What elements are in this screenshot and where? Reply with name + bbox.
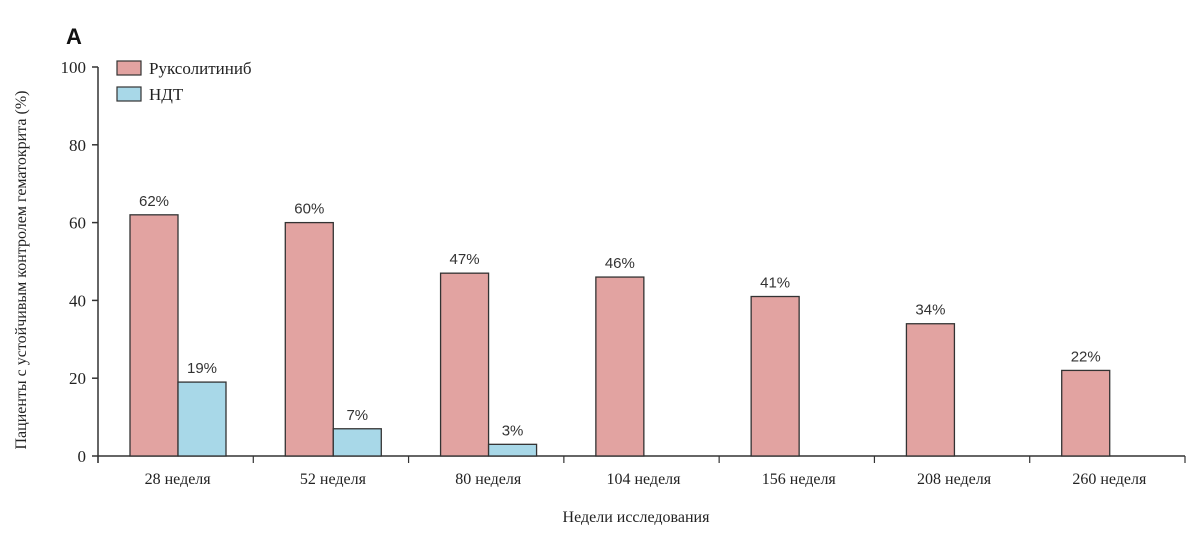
- ruxolitinib-bar: [595, 276, 645, 457]
- legend-label: Руксолитиниб: [149, 59, 252, 78]
- data-labels: 62% 60% 47% 46% 41% 34% 22% 19% 7% 3%: [139, 193, 1101, 440]
- legend-swatch: [116, 60, 142, 76]
- ruxolitinib-bar: [284, 221, 334, 457]
- y-axis: 0 20 40 60 80 100: [61, 58, 99, 466]
- y-axis-title: Пациенты с устойчивым контролем гематокр…: [13, 90, 30, 449]
- data-label: 62%: [139, 193, 169, 210]
- x-category-label: 80 неделя: [455, 471, 522, 488]
- data-label: 47%: [450, 251, 480, 268]
- ruxolitinib-bar: [129, 214, 179, 457]
- y-tick-label: 80: [69, 136, 86, 155]
- x-category-label: 28 неделя: [145, 471, 212, 488]
- panel-label: A: [66, 24, 82, 49]
- x-category-label: 104 неделя: [606, 471, 681, 488]
- legend-label: НДТ: [149, 85, 184, 104]
- legend: Руксолитиниб НДТ: [116, 59, 252, 104]
- ndt-bar: [332, 428, 382, 457]
- x-category-label: 208 неделя: [917, 471, 992, 488]
- x-axis-title: Недели исследования: [563, 509, 711, 526]
- data-label: 60%: [294, 201, 324, 218]
- y-tick-label: 0: [78, 447, 87, 466]
- x-axis: 28 неделя 52 неделя 80 неделя 104 неделя 156…: [97, 455, 1186, 488]
- data-label: 46%: [605, 255, 635, 272]
- x-category-label: 260 неделя: [1072, 471, 1147, 488]
- ndt-bar: [177, 381, 227, 457]
- data-label: 3%: [502, 422, 524, 439]
- y-tick-label: 60: [69, 214, 86, 233]
- ruxolitinib-bar: [1061, 369, 1111, 457]
- bars: [129, 214, 1111, 457]
- x-category-label: 156 неделя: [762, 471, 837, 488]
- data-label: 22%: [1071, 348, 1101, 365]
- ndt-bar: [487, 443, 538, 457]
- ruxolitinib-bar: [905, 323, 956, 457]
- y-tick-label: 40: [69, 291, 86, 310]
- ruxolitinib-bar: [750, 295, 800, 457]
- data-label: 41%: [760, 275, 790, 292]
- data-label: 34%: [915, 302, 945, 319]
- legend-swatch: [116, 86, 142, 102]
- data-label: 7%: [346, 407, 368, 424]
- ruxolitinib-bar: [439, 272, 490, 457]
- x-category-label: 52 неделя: [300, 471, 367, 488]
- y-tick-label: 20: [69, 369, 86, 388]
- data-label: 19%: [187, 360, 217, 377]
- y-tick-label: 100: [61, 58, 87, 77]
